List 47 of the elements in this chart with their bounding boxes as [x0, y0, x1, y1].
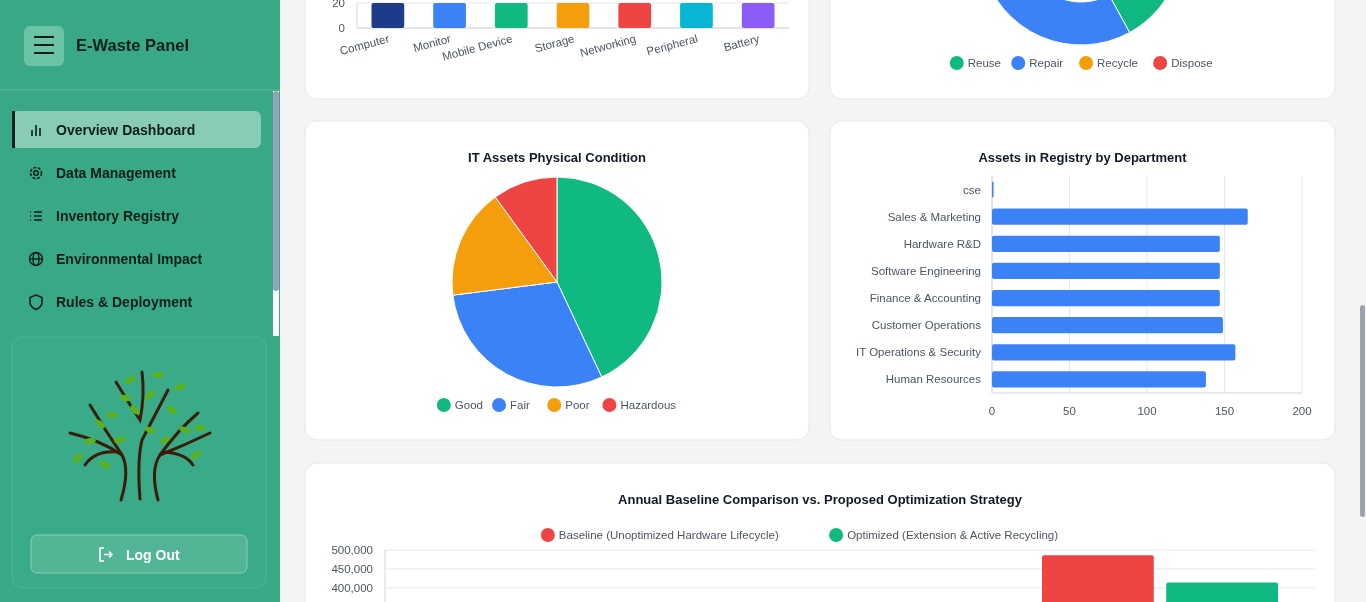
legend-label: Dispose	[1171, 57, 1213, 69]
text: E-Waste Panel	[76, 36, 190, 54]
legend-label: Optimized (Extension & Active Recycling)	[847, 529, 1059, 541]
chart-title: Assets in Registry by Department	[978, 150, 1188, 165]
legend-label: Reuse	[967, 57, 1001, 69]
bar	[992, 262, 1220, 280]
bar	[992, 235, 1220, 252]
y-tick-label: Software Engineering	[871, 264, 981, 277]
y-tick-label: Finance & Accounting	[869, 292, 981, 305]
x-tick-label: 0	[988, 405, 996, 417]
x-tick-label: Storage	[533, 32, 576, 55]
y-tick-label: Sales & Marketing	[887, 210, 981, 223]
y-tick-label: 400,000	[331, 581, 373, 594]
legend-label: Poor	[565, 399, 590, 411]
legend-label: Good	[454, 399, 483, 411]
y-tick-label: cse	[963, 183, 981, 196]
legend-label: Repair	[1029, 57, 1064, 69]
text: Inventory Registry	[56, 208, 180, 224]
legend-label: Fair	[510, 399, 531, 411]
y-tick-label: 500,000	[331, 544, 373, 556]
y-tick-label: Customer Operations	[871, 319, 982, 332]
y-tick-label: Human Resources	[885, 373, 982, 386]
bar	[992, 371, 1206, 388]
x-tick-label: 50	[1063, 405, 1076, 417]
text: Data Management	[56, 165, 177, 181]
x-tick-label: Computer	[338, 32, 391, 57]
legend-label: Recycle	[1097, 57, 1138, 69]
text: Environmental Impact	[56, 251, 203, 267]
bar	[992, 317, 1223, 334]
text: Log Out	[126, 547, 180, 563]
text: Overview Dashboard	[56, 122, 196, 138]
legend-label: Hazardous	[620, 399, 677, 411]
bar	[992, 289, 1220, 307]
y-tick-label: 450,000	[331, 562, 373, 575]
y-tick-label: IT Operations & Security	[855, 346, 982, 359]
bar	[992, 208, 1248, 225]
chart-title: Annual Baseline Comparison vs. Proposed Optimization Strategy	[618, 492, 1023, 507]
x-tick-label: 200	[1292, 405, 1312, 417]
legend-label: Baseline (Unoptimized Hardware Lifecycle)	[558, 529, 779, 541]
x-tick-label: 150	[1214, 405, 1235, 417]
chart-title: IT Assets Physical Condition	[468, 150, 647, 165]
bar	[992, 344, 1236, 361]
text: Rules & Deployment	[56, 294, 193, 310]
x-tick-label: Battery	[722, 32, 761, 54]
y-tick-label: 0	[338, 22, 345, 34]
x-tick-label: 100	[1137, 405, 1157, 417]
y-tick-label: Hardware R&D	[903, 237, 981, 250]
